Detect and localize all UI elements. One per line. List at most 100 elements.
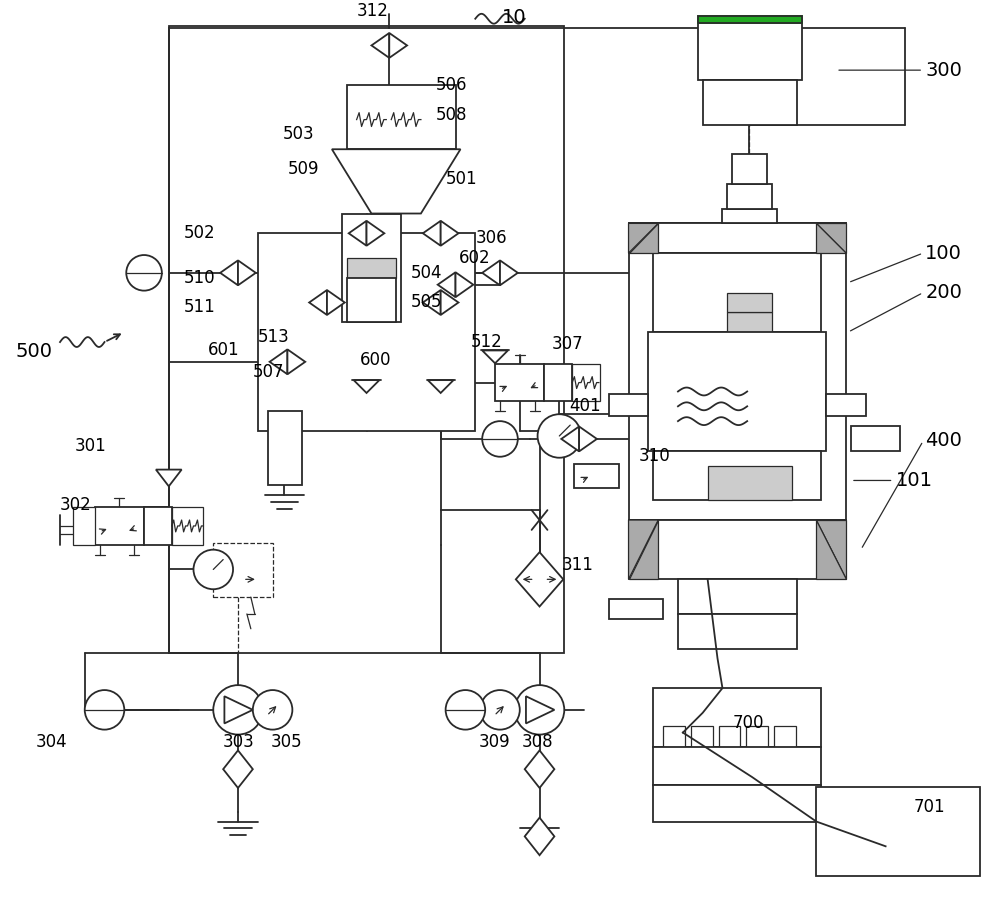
Bar xyxy=(95,507,144,545)
Polygon shape xyxy=(156,470,182,486)
Bar xyxy=(213,542,273,597)
Bar xyxy=(698,15,802,23)
Polygon shape xyxy=(224,697,253,724)
Polygon shape xyxy=(389,33,407,58)
Polygon shape xyxy=(525,817,554,855)
Bar xyxy=(653,785,821,822)
Polygon shape xyxy=(579,426,597,452)
Bar xyxy=(722,209,777,223)
Bar xyxy=(826,395,866,416)
Text: 311: 311 xyxy=(561,555,593,573)
Text: 100: 100 xyxy=(925,244,962,262)
Polygon shape xyxy=(371,33,389,58)
Text: 401: 401 xyxy=(569,397,601,415)
Text: 601: 601 xyxy=(208,341,240,359)
Bar xyxy=(342,213,401,322)
Polygon shape xyxy=(516,552,563,607)
Polygon shape xyxy=(629,223,658,253)
Text: 307: 307 xyxy=(551,335,583,353)
Bar xyxy=(629,520,846,580)
Polygon shape xyxy=(287,349,305,375)
Bar xyxy=(698,15,802,23)
Text: 513: 513 xyxy=(258,328,290,346)
Bar xyxy=(678,580,797,614)
Text: 101: 101 xyxy=(895,471,932,490)
Text: 304: 304 xyxy=(35,734,67,752)
Polygon shape xyxy=(309,290,327,315)
Text: 505: 505 xyxy=(411,294,443,311)
Bar xyxy=(347,258,396,278)
Text: 303: 303 xyxy=(223,734,255,752)
Bar xyxy=(719,726,740,747)
Text: 301: 301 xyxy=(75,437,107,454)
Polygon shape xyxy=(629,520,658,580)
Bar xyxy=(727,312,772,332)
Circle shape xyxy=(85,690,124,729)
Text: 701: 701 xyxy=(913,798,945,815)
Text: 500: 500 xyxy=(16,343,53,361)
Polygon shape xyxy=(816,520,846,580)
Bar xyxy=(544,364,572,402)
Polygon shape xyxy=(223,750,253,788)
Polygon shape xyxy=(456,272,473,297)
Polygon shape xyxy=(428,380,454,393)
Bar xyxy=(653,688,821,747)
Bar xyxy=(268,411,302,485)
Bar xyxy=(144,507,172,545)
Polygon shape xyxy=(367,220,384,246)
Polygon shape xyxy=(526,697,554,724)
Bar xyxy=(629,223,846,253)
Text: 310: 310 xyxy=(638,447,670,464)
Circle shape xyxy=(126,255,162,290)
Text: 507: 507 xyxy=(253,363,284,381)
Bar xyxy=(629,223,846,520)
Bar xyxy=(169,25,564,653)
Bar xyxy=(732,154,767,184)
Circle shape xyxy=(446,690,485,729)
Bar xyxy=(653,253,821,332)
Polygon shape xyxy=(238,260,256,286)
Bar xyxy=(703,80,797,124)
Bar xyxy=(713,80,787,104)
Polygon shape xyxy=(525,750,554,788)
Text: 512: 512 xyxy=(470,333,502,351)
Polygon shape xyxy=(482,350,508,364)
Polygon shape xyxy=(270,349,287,375)
Text: 506: 506 xyxy=(436,76,467,94)
Bar xyxy=(746,726,768,747)
Polygon shape xyxy=(438,272,456,297)
Bar xyxy=(653,747,821,785)
Polygon shape xyxy=(423,220,441,246)
Circle shape xyxy=(253,690,292,729)
Polygon shape xyxy=(332,150,460,213)
Polygon shape xyxy=(354,380,379,393)
Bar xyxy=(172,507,203,545)
Text: 308: 308 xyxy=(522,734,553,752)
Bar xyxy=(73,507,95,545)
Polygon shape xyxy=(629,223,658,253)
Polygon shape xyxy=(500,260,518,286)
Bar xyxy=(648,332,826,451)
Bar xyxy=(258,233,475,431)
Text: 302: 302 xyxy=(60,496,92,514)
Bar xyxy=(727,184,772,209)
Bar xyxy=(609,600,663,619)
Polygon shape xyxy=(629,520,658,580)
Polygon shape xyxy=(816,223,846,253)
Polygon shape xyxy=(482,260,500,286)
Text: 511: 511 xyxy=(184,298,215,317)
Polygon shape xyxy=(327,290,345,315)
Polygon shape xyxy=(441,290,458,315)
Text: 502: 502 xyxy=(184,224,215,242)
Bar xyxy=(727,293,772,312)
Text: 503: 503 xyxy=(282,125,314,143)
Text: 510: 510 xyxy=(184,268,215,287)
Bar xyxy=(347,85,456,150)
Text: 305: 305 xyxy=(271,734,302,752)
Polygon shape xyxy=(423,290,441,315)
Text: 504: 504 xyxy=(411,264,443,282)
Circle shape xyxy=(480,690,520,729)
Text: 501: 501 xyxy=(446,170,477,188)
Polygon shape xyxy=(349,220,367,246)
Polygon shape xyxy=(441,220,458,246)
